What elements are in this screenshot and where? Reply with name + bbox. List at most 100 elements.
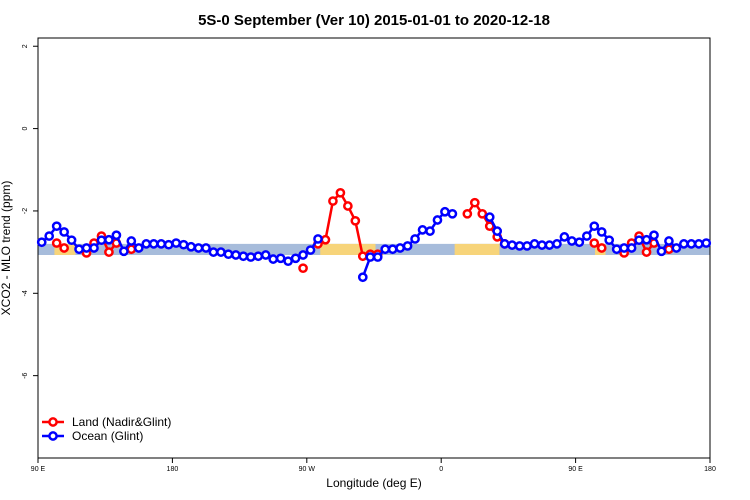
land-span (454, 243, 500, 255)
point (231, 250, 241, 260)
point (664, 244, 674, 255)
point (208, 247, 219, 257)
point (104, 234, 114, 245)
point (96, 235, 107, 246)
point (514, 241, 525, 251)
point (641, 247, 652, 257)
point (641, 234, 652, 245)
point (432, 215, 443, 225)
point (178, 239, 189, 250)
point (186, 241, 196, 252)
point (447, 208, 458, 219)
point (44, 231, 55, 241)
point (410, 234, 420, 244)
point (141, 239, 152, 249)
point (425, 226, 435, 236)
land-span (320, 243, 376, 255)
point (440, 206, 450, 217)
point (298, 263, 308, 274)
point (626, 243, 637, 253)
point (59, 243, 69, 253)
point (193, 243, 204, 253)
legend-marker (48, 431, 58, 441)
y-tick-label: -2 (22, 208, 29, 214)
legend-label: Land (Nadir&Glint) (72, 415, 171, 429)
point (268, 254, 279, 264)
point (59, 227, 69, 237)
point (537, 240, 547, 250)
point (335, 187, 346, 198)
point (238, 251, 249, 262)
point (372, 252, 383, 262)
point (484, 212, 495, 222)
y-tick-label: 0 (22, 127, 29, 131)
point (283, 256, 293, 267)
point (693, 239, 704, 249)
point (313, 234, 323, 244)
point (171, 238, 181, 248)
point (216, 247, 226, 257)
point (596, 227, 607, 237)
point (305, 245, 316, 255)
point (253, 251, 264, 262)
point (350, 215, 361, 226)
point (679, 239, 689, 249)
point (671, 243, 682, 253)
point (574, 237, 585, 248)
point (686, 239, 697, 249)
point (664, 236, 674, 246)
point (596, 243, 607, 253)
point (656, 246, 667, 257)
legend-marker (48, 417, 58, 427)
point (51, 221, 62, 232)
point (567, 236, 577, 246)
x-axis-label: Longitude (deg E) (326, 476, 421, 490)
x-tick-label: 0 (439, 466, 443, 473)
point (395, 243, 405, 253)
point (357, 251, 368, 262)
point (552, 239, 562, 249)
point (365, 252, 376, 262)
point (275, 253, 286, 264)
point (66, 235, 77, 246)
y-tick-label: -6 (22, 372, 29, 378)
point (402, 241, 413, 251)
point (380, 244, 391, 255)
point (634, 235, 644, 246)
point (387, 244, 398, 255)
point (298, 250, 308, 260)
point (148, 239, 159, 249)
point (51, 238, 62, 248)
point (589, 221, 600, 232)
point (604, 235, 615, 246)
point (89, 243, 99, 253)
point (320, 234, 331, 245)
point (499, 239, 510, 249)
point (223, 249, 234, 260)
point (581, 231, 592, 241)
point (469, 197, 480, 208)
point (156, 239, 167, 249)
point (133, 243, 144, 253)
point (357, 272, 368, 283)
point (343, 201, 353, 211)
point (649, 230, 659, 241)
point (119, 246, 129, 257)
point (611, 244, 622, 255)
point (74, 244, 84, 255)
x-tick-label: 90 E (31, 466, 46, 473)
point (492, 226, 503, 236)
point (417, 225, 428, 235)
point (589, 238, 600, 248)
point (245, 252, 256, 262)
y-tick-label: -4 (22, 290, 29, 296)
point (81, 243, 92, 253)
chart-title: 5S-0 September (Ver 10) 2015-01-01 to 20… (198, 12, 550, 29)
point (126, 236, 137, 246)
point (201, 243, 211, 253)
point (522, 241, 532, 251)
point (507, 240, 517, 250)
point (462, 208, 473, 219)
